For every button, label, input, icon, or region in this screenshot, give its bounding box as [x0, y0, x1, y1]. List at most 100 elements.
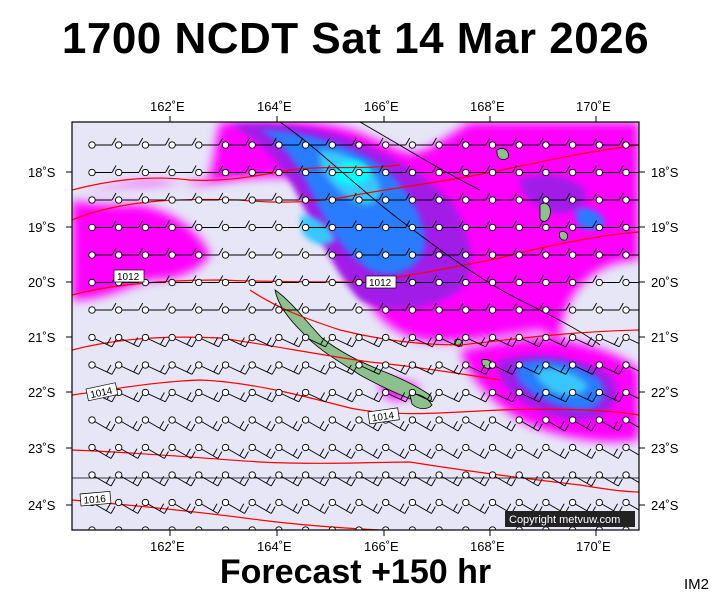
- wind-barb: [168, 247, 197, 259]
- wind-barb: [382, 388, 411, 403]
- wind-barb: [622, 223, 639, 232]
- wind-barb: [195, 361, 224, 375]
- wind-barb: [301, 220, 330, 232]
- wind-barb: [221, 388, 250, 403]
- wind-barb: [595, 443, 623, 459]
- wind-barb: [301, 333, 330, 348]
- wind-barb: [408, 333, 437, 348]
- wind-barb: [115, 220, 144, 232]
- wind-barb: [221, 275, 250, 287]
- wind-barb: [275, 361, 304, 375]
- wind-barb: [462, 137, 491, 149]
- wind-barb: [462, 220, 491, 232]
- map-frame: [71, 121, 640, 531]
- lon-label-top: 170˚E: [576, 99, 611, 114]
- wind-barb: [355, 471, 383, 487]
- wind-barb: [488, 471, 516, 487]
- wind-barb: [328, 443, 356, 459]
- wind-barb: [435, 361, 464, 375]
- wind-barb: [168, 333, 197, 348]
- wind-barb: [88, 333, 117, 348]
- wind-barb: [435, 165, 464, 177]
- wind-barb: [355, 498, 383, 514]
- wind-barb: [328, 137, 357, 149]
- wind-barb: [355, 443, 383, 459]
- wind-barb: [195, 275, 224, 287]
- wind-barb: [408, 302, 437, 314]
- wind-barb: [141, 471, 169, 487]
- wind-barb: [248, 471, 276, 487]
- wind-barb: [301, 247, 330, 259]
- wind-barb: [622, 306, 639, 314]
- wind-barb: [221, 361, 250, 375]
- wind-barb: [275, 443, 303, 459]
- wind-barb: [275, 388, 304, 403]
- wind-barb: [462, 333, 491, 348]
- wind-barb: [382, 137, 411, 149]
- wind-barb: [88, 165, 117, 177]
- wind-barb: [435, 443, 463, 459]
- wind-barb: [542, 275, 571, 287]
- wind-barb: [275, 165, 304, 177]
- wind-barb: [115, 498, 143, 514]
- lat-label-right: 22˚S: [651, 385, 679, 400]
- wind-barb: [622, 388, 639, 400]
- wind-barb: [382, 192, 411, 204]
- wind-barb: [141, 137, 170, 149]
- wind-barb: [462, 498, 490, 514]
- wind-barb: [301, 275, 330, 287]
- wind-barb: [195, 165, 224, 177]
- wind-barb: [328, 416, 356, 432]
- wind-barb: [462, 388, 491, 403]
- wind-barb: [248, 137, 277, 149]
- wind-barb: [141, 333, 170, 348]
- wind-barb: [595, 333, 624, 348]
- wind-barb: [462, 165, 491, 177]
- isobar-label: 1014: [371, 410, 395, 424]
- wind-barb: [595, 165, 624, 177]
- wind-barb: [408, 192, 437, 204]
- wind-barb: [568, 165, 597, 177]
- wind-barb: [488, 302, 517, 314]
- wind-barb: [568, 302, 597, 314]
- wind-barb: [275, 220, 304, 232]
- wind-barb: [622, 278, 639, 287]
- wind-barb: [115, 302, 144, 314]
- wind-barbs: [88, 137, 639, 530]
- wind-barb: [382, 165, 411, 177]
- wind-barb: [355, 165, 384, 177]
- wind-barb: [301, 137, 330, 149]
- wind-barb: [515, 333, 544, 348]
- wind-barb: [301, 192, 330, 204]
- wind-barb: [195, 471, 223, 487]
- wind-barb: [488, 443, 516, 459]
- wind-barb: [301, 388, 330, 403]
- wind-barb: [195, 192, 224, 204]
- lat-label-left: 21˚S: [28, 330, 56, 345]
- rain-layer: 1012 1012 1014 1014 1016 Copyright metvu…: [72, 122, 639, 530]
- wind-barb: [301, 165, 330, 177]
- wind-barb: [301, 416, 330, 432]
- wind-barb: [568, 416, 597, 432]
- wind-barb: [488, 137, 517, 149]
- wind-barb: [248, 388, 277, 403]
- wind-barb: [435, 137, 464, 149]
- wind-barb: [328, 302, 357, 314]
- wind-barb: [382, 443, 410, 459]
- wind-barb: [435, 498, 463, 514]
- lat-label-left: 23˚S: [28, 441, 56, 456]
- wind-barb: [115, 388, 144, 403]
- wind-barb: [462, 302, 491, 314]
- wind-barb: [221, 333, 250, 348]
- wind-barb: [462, 471, 490, 487]
- wind-barb: [141, 192, 170, 204]
- wind-barb: [542, 220, 571, 232]
- wind-barb: [328, 220, 357, 232]
- wind-barb: [622, 251, 639, 259]
- lat-ticks-right: 18˚S 19˚S 20˚S 21˚S 22˚S 23˚S 24˚S: [639, 165, 679, 513]
- wind-barb: [141, 416, 169, 432]
- wind-barb: [515, 137, 544, 149]
- wind-barb: [328, 275, 357, 287]
- wind-barb: [462, 192, 491, 204]
